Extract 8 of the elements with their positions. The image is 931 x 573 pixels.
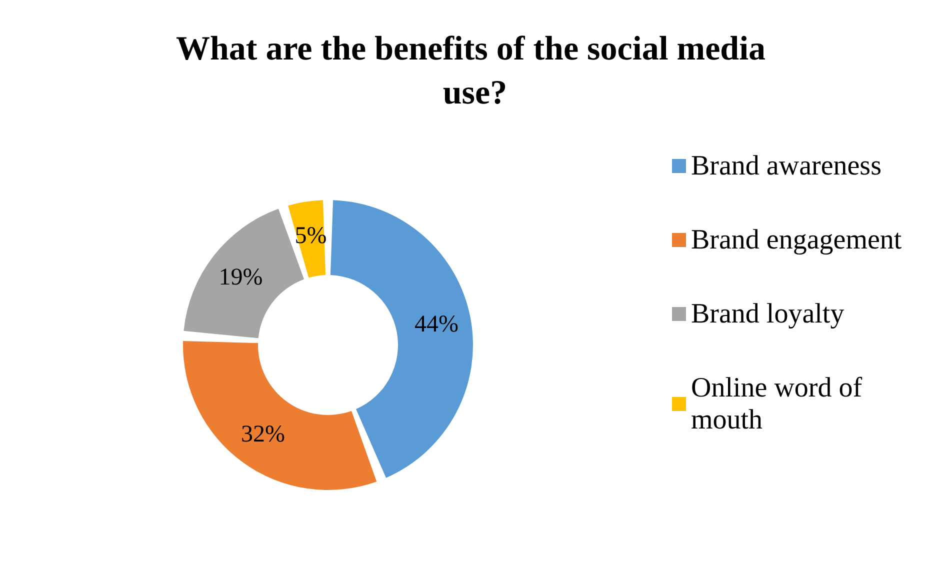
legend-label: Online word of mouth — [691, 372, 870, 436]
legend-label: Brand loyalty — [691, 298, 844, 330]
data-label: 32% — [241, 421, 286, 448]
data-label: 44% — [414, 311, 459, 338]
chart-title: What are the benefits of the social media use? — [176, 30, 774, 112]
legend-label: Brand engagement — [691, 224, 902, 256]
legend-label: Brand awareness — [691, 150, 882, 182]
data-label: 19% — [218, 264, 263, 290]
